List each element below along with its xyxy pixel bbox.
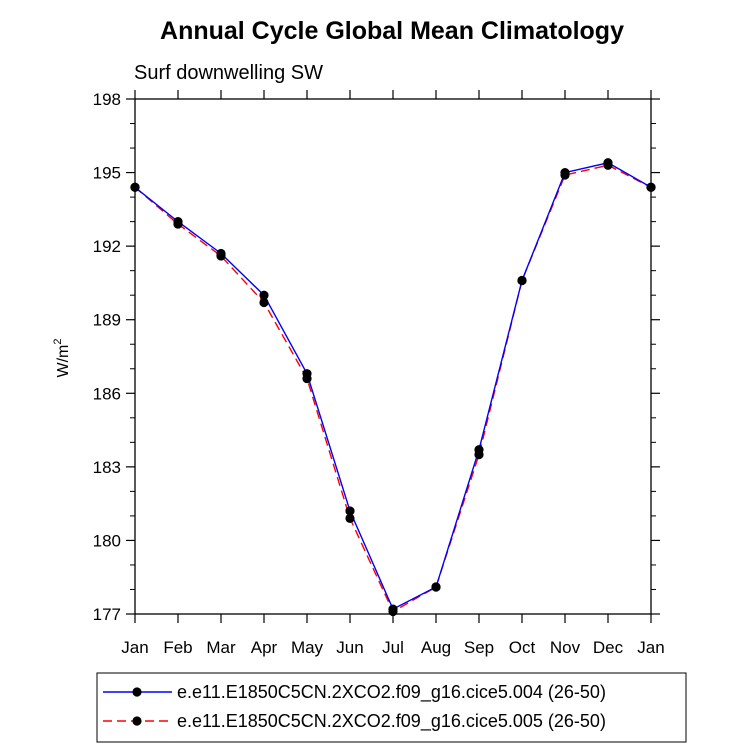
x-tick-label: May [291, 638, 324, 657]
x-tick-label: Apr [251, 638, 278, 657]
legend-marker-2 [132, 716, 142, 726]
y-tick-label: 192 [93, 237, 121, 256]
y-tick-label: 180 [93, 531, 121, 550]
x-tick-label: Mar [206, 638, 236, 657]
data-point-series-1 [560, 167, 570, 178]
x-tick-label: Nov [550, 638, 581, 657]
series-line-2 [134, 164, 652, 613]
x-tick-label: Feb [163, 638, 192, 657]
series-line-1 [134, 162, 652, 611]
x-tick-label: Sep [464, 638, 494, 657]
y-axis-label-superscript: 2 [52, 339, 64, 345]
chart-subtitle: Surf downwelling SW [134, 62, 323, 84]
y-axis-label: W/m2 [52, 339, 72, 378]
data-point-series-1 [259, 290, 269, 300]
data-point-series-1 [431, 582, 441, 592]
data-point-series-1 [388, 604, 398, 614]
axes: 177 180 183 186 189 192 195 198 Jan Feb Mar Apr May J… [93, 90, 665, 657]
x-tick-label: Dec [593, 638, 624, 657]
legend: e.e11.E1850C5CN.2XCO2.f09_g16.cice5.004 … [96, 672, 687, 743]
x-tick-label: Oct [509, 638, 536, 657]
series-layer [130, 158, 656, 617]
data-point-series-1 [216, 248, 226, 259]
y-tick-label: 177 [93, 605, 121, 624]
x-tick-label: Aug [421, 638, 451, 657]
legend-marker-1 [132, 687, 142, 697]
y-tick-label: 186 [93, 384, 121, 403]
x-tick-label: Jul [382, 638, 404, 657]
data-point-series-1 [302, 369, 312, 379]
x-tick-label: Jan [121, 638, 148, 657]
y-tick-label: 195 [93, 164, 121, 183]
y-axis-label-base: W/m [55, 345, 72, 378]
legend-box [96, 672, 687, 743]
data-point-series-1 [345, 506, 355, 516]
data-point-series-1 [603, 158, 613, 168]
y-tick-label: 183 [93, 458, 121, 477]
data-point-series-2 [259, 297, 269, 308]
y-tick-label: 189 [93, 311, 121, 330]
data-point-series-1 [474, 445, 484, 455]
svg-text:W/m2: W/m2 [52, 339, 72, 378]
legend-label-1: e.e11.E1850C5CN.2XCO2.f09_g16.cice5.004 … [177, 682, 606, 703]
x-tick-label: Jan [637, 638, 664, 657]
data-point-series-1 [517, 275, 527, 286]
data-point-series-2 [345, 513, 355, 523]
x-tick-label: Jun [336, 638, 363, 657]
chart-title: Annual Cycle Global Mean Climatology [160, 17, 624, 45]
legend-label-2: e.e11.E1850C5CN.2XCO2.f09_g16.cice5.005 … [177, 711, 606, 732]
y-tick-label: 198 [93, 90, 121, 109]
data-point-series-1 [173, 217, 183, 227]
plot-frame [134, 98, 652, 615]
